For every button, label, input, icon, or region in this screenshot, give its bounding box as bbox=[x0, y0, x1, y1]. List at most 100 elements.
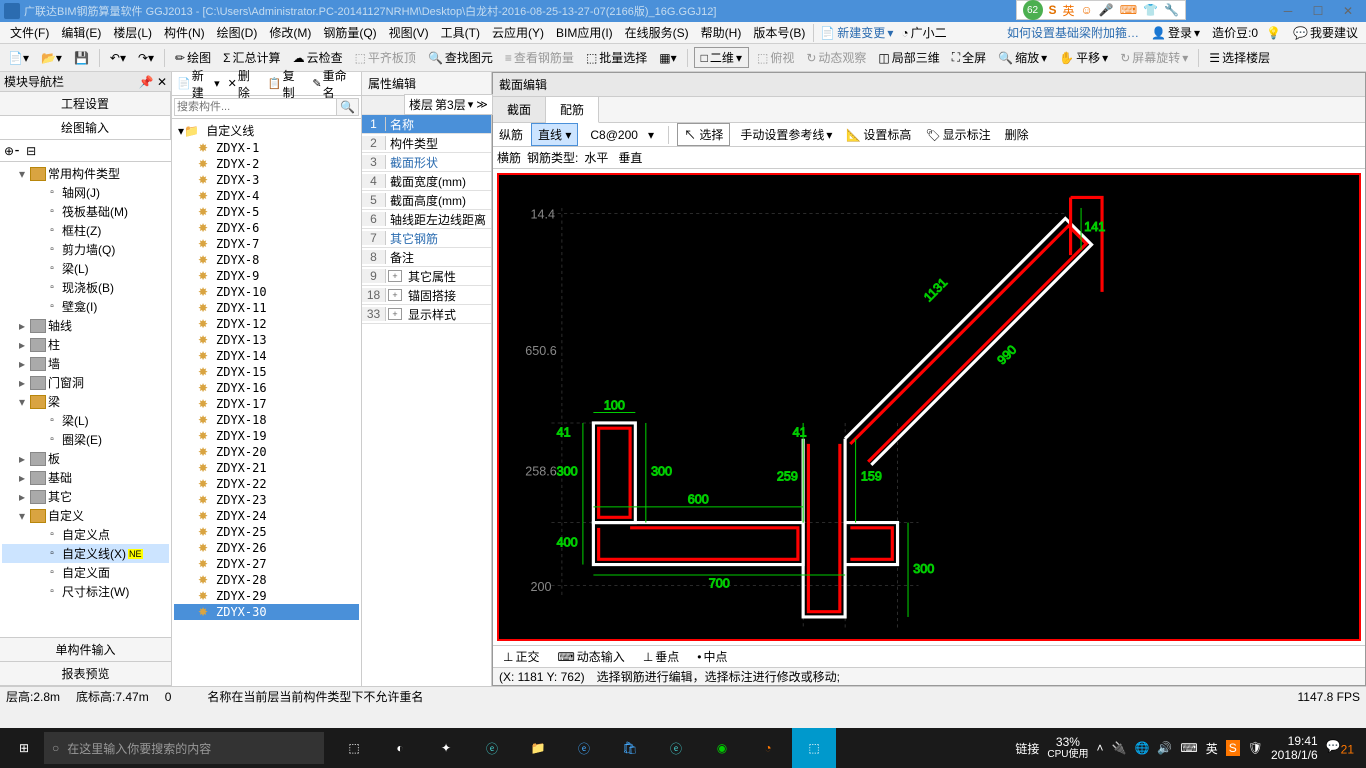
component-item[interactable]: ✸ZDYX-30 bbox=[174, 604, 359, 620]
start-button[interactable]: ⊞ bbox=[4, 728, 44, 768]
ime-tool-icon[interactable]: 🔧 bbox=[1164, 3, 1179, 17]
show-mark-button[interactable]: 🏷 显示标注 bbox=[921, 124, 994, 145]
ime-shirt-icon[interactable]: 👕 bbox=[1143, 3, 1158, 17]
component-item[interactable]: ✸ZDYX-4 bbox=[174, 188, 359, 204]
app3-icon[interactable]: ◔ bbox=[746, 728, 790, 768]
store-icon[interactable]: 🛍 bbox=[608, 728, 652, 768]
component-item[interactable]: ✸ZDYX-25 bbox=[174, 524, 359, 540]
ime-mic-icon[interactable]: 🎤 bbox=[1099, 3, 1114, 17]
property-row[interactable]: 8备注 bbox=[362, 248, 491, 267]
dyn-button[interactable]: ↻ 动态观察 bbox=[802, 47, 870, 68]
close-button[interactable]: ✕ bbox=[1334, 2, 1362, 20]
component-item[interactable]: ✸ZDYX-14 bbox=[174, 348, 359, 364]
tray-power-icon[interactable]: 🔌 bbox=[1112, 741, 1127, 755]
component-item[interactable]: ✸ZDYX-11 bbox=[174, 300, 359, 316]
ie-icon[interactable]: ⓔ bbox=[470, 728, 514, 768]
property-row[interactable]: 18+锚固搭接 bbox=[362, 286, 491, 305]
misc-icon[interactable]: ▦▾ bbox=[655, 49, 680, 67]
component-item[interactable]: ✸ZDYX-12 bbox=[174, 316, 359, 332]
help-link[interactable]: 如何设置基础梁附加箍… bbox=[1007, 24, 1139, 41]
tab-rebar[interactable]: 配筋 bbox=[546, 97, 599, 123]
floor-selector[interactable]: 楼层 第3层 ▾ ≫ bbox=[404, 94, 493, 115]
component-item[interactable]: ✸ZDYX-6 bbox=[174, 220, 359, 236]
tray-kb-icon[interactable]: ⌨ bbox=[1180, 741, 1197, 755]
component-item[interactable]: ✸ZDYX-24 bbox=[174, 508, 359, 524]
tree-node[interactable]: ▫圈梁(E) bbox=[2, 430, 169, 449]
menu-item[interactable]: 视图(V) bbox=[383, 24, 435, 41]
tree-node[interactable]: ▾自定义 bbox=[2, 506, 169, 525]
dyn-input-button[interactable]: ⌨ 动态输入 bbox=[553, 646, 628, 667]
menu-item[interactable]: 楼层(L) bbox=[107, 24, 158, 41]
tree-node[interactable]: ▸板 bbox=[2, 449, 169, 468]
midpoint-button[interactable]: • 中点 bbox=[693, 646, 731, 667]
tab-section[interactable]: 截面 bbox=[493, 97, 546, 122]
horizontal-button[interactable]: 水平 bbox=[584, 149, 608, 166]
component-item[interactable]: ✸ZDYX-5 bbox=[174, 204, 359, 220]
component-item[interactable]: ✸ZDYX-29 bbox=[174, 588, 359, 604]
ime-keyboard-icon[interactable]: ⌨ bbox=[1120, 3, 1137, 17]
search-input[interactable] bbox=[174, 98, 337, 116]
maximize-button[interactable]: ☐ bbox=[1304, 2, 1332, 20]
tree-node[interactable]: ▫自定义点 bbox=[2, 525, 169, 544]
tray-vol-icon[interactable]: 🔊 bbox=[1157, 741, 1172, 755]
tab-single-input[interactable]: 单构件输入 bbox=[0, 638, 171, 662]
login-button[interactable]: 👤 登录 ▾ bbox=[1147, 22, 1204, 43]
local3d-button[interactable]: ◫ 局部三维 bbox=[874, 47, 943, 68]
component-item[interactable]: ✸ZDYX-18 bbox=[174, 412, 359, 428]
perp-button[interactable]: ⊥ 垂点 bbox=[639, 646, 683, 667]
flat-button[interactable]: ⬚ 平齐板顶 bbox=[351, 47, 420, 68]
suggest-button[interactable]: 💬 我要建议 bbox=[1289, 22, 1362, 43]
property-row[interactable]: 33+显示样式 bbox=[362, 305, 491, 324]
menu-item[interactable]: 云应用(Y) bbox=[486, 24, 550, 41]
tree-node[interactable]: ▸柱 bbox=[2, 335, 169, 354]
user-button[interactable]: ◔ 广小二 bbox=[897, 22, 950, 43]
property-row[interactable]: 7其它钢筋 bbox=[362, 229, 491, 248]
component-item[interactable]: ✸ZDYX-7 bbox=[174, 236, 359, 252]
ie2-icon[interactable]: ⓔ bbox=[654, 728, 698, 768]
app2-icon[interactable]: ✦ bbox=[424, 728, 468, 768]
tree-node[interactable]: ▾梁 bbox=[2, 392, 169, 411]
property-row[interactable]: 3截面形状 bbox=[362, 153, 491, 172]
tree-node[interactable]: ▫现浇板(B) bbox=[2, 278, 169, 297]
tree-node[interactable]: ▫壁龛(I) bbox=[2, 297, 169, 316]
expand-icon[interactable]: ⊕⁃ bbox=[4, 144, 20, 158]
new-file-icon[interactable]: 📄▾ bbox=[4, 49, 33, 67]
component-item[interactable]: ✸ZDYX-22 bbox=[174, 476, 359, 492]
ime-face-icon[interactable]: ☺ bbox=[1081, 3, 1093, 17]
component-item[interactable]: ✸ZDYX-8 bbox=[174, 252, 359, 268]
find-button[interactable]: 🔍 查找图元 bbox=[424, 47, 497, 68]
undo-icon[interactable]: ↶▾ bbox=[106, 49, 130, 67]
tab-project-settings[interactable]: 工程设置 bbox=[0, 92, 171, 115]
rebar-button[interactable]: ≡ 查看钢筋量 bbox=[501, 47, 578, 68]
new-change-button[interactable]: 📄 新建变更 ▾ bbox=[816, 22, 897, 43]
component-item[interactable]: ✸ZDYX-1 bbox=[174, 140, 359, 156]
fullscreen-button[interactable]: ⛶ 全屏 bbox=[948, 47, 990, 68]
menu-item[interactable]: BIM应用(I) bbox=[550, 24, 619, 41]
spec-dropdown[interactable]: C8@200 ▾ bbox=[584, 126, 660, 144]
redo-icon[interactable]: ↷▾ bbox=[134, 49, 158, 67]
delete-rebar-button[interactable]: 删除 bbox=[1001, 124, 1033, 145]
select-button[interactable]: ↖ 选择 bbox=[677, 123, 730, 146]
tree-node[interactable]: ▸轴线 bbox=[2, 316, 169, 335]
property-row[interactable]: 4截面宽度(mm) bbox=[362, 172, 491, 191]
property-row[interactable]: 2构件类型 bbox=[362, 134, 491, 153]
app1-icon[interactable]: ◐ bbox=[378, 728, 422, 768]
component-item[interactable]: ✸ZDYX-21 bbox=[174, 460, 359, 476]
menu-item[interactable]: 在线服务(S) bbox=[619, 24, 695, 41]
component-item[interactable]: ✸ZDYX-10 bbox=[174, 284, 359, 300]
menu-item[interactable]: 修改(M) bbox=[263, 24, 317, 41]
component-item[interactable]: ✸ZDYX-2 bbox=[174, 156, 359, 172]
tree-node[interactable]: ▾常用构件类型 bbox=[2, 164, 169, 183]
tree-node[interactable]: ▸墙 bbox=[2, 354, 169, 373]
component-item[interactable]: ✸ZDYX-13 bbox=[174, 332, 359, 348]
tree-node[interactable]: ▫尺寸标注(W) bbox=[2, 582, 169, 601]
component-item[interactable]: ✸ZDYX-28 bbox=[174, 572, 359, 588]
tree-node[interactable]: ▫梁(L) bbox=[2, 259, 169, 278]
tree-node[interactable]: ▫筏板基础(M) bbox=[2, 202, 169, 221]
component-root[interactable]: ▾ 📁 自定义线 bbox=[174, 121, 359, 140]
component-item[interactable]: ✸ZDYX-9 bbox=[174, 268, 359, 284]
pin-icon[interactable]: 📌 bbox=[139, 75, 154, 89]
menu-item[interactable]: 钢筋量(Q) bbox=[317, 24, 382, 41]
tree-node[interactable]: ▫自定义线(X)NE bbox=[2, 544, 169, 563]
zoom-button[interactable]: 🔍 缩放 ▾ bbox=[994, 47, 1051, 68]
